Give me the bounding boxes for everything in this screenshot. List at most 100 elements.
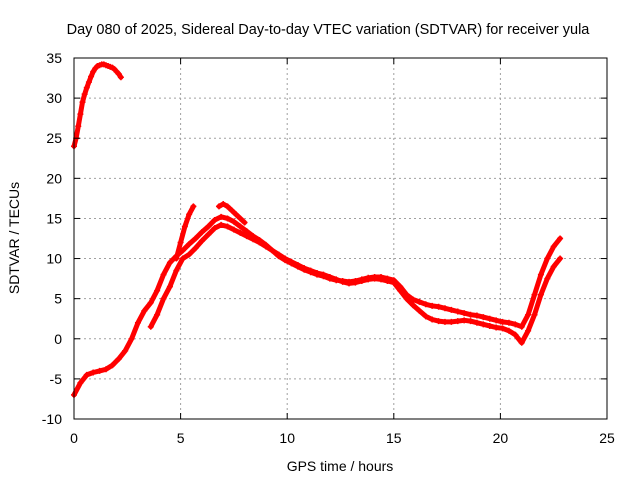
y-tick-label: 35 xyxy=(46,50,62,66)
data-series xyxy=(173,203,197,262)
data-point xyxy=(147,323,154,330)
data-point xyxy=(141,307,148,314)
data-point xyxy=(275,251,282,258)
data-point xyxy=(173,255,180,262)
x-tick-label: 20 xyxy=(493,430,509,446)
x-axis-label: GPS time / hours xyxy=(287,458,394,474)
data-point xyxy=(230,218,237,225)
data-point xyxy=(525,327,532,334)
y-tick-label: 25 xyxy=(46,130,62,146)
data-point xyxy=(397,287,404,294)
data-point xyxy=(211,225,218,232)
data-point xyxy=(288,258,295,265)
data-point xyxy=(358,278,365,285)
data-point xyxy=(224,223,231,230)
data-point xyxy=(177,239,184,246)
data-point xyxy=(147,299,154,306)
data-point xyxy=(512,321,519,328)
data-point xyxy=(154,287,161,294)
data-point xyxy=(250,236,257,243)
data-point xyxy=(441,305,448,312)
data-point xyxy=(186,241,193,248)
data-point xyxy=(473,319,480,326)
data-point xyxy=(224,203,231,210)
data-point xyxy=(294,261,301,268)
data-point xyxy=(326,274,333,281)
data-point xyxy=(85,79,92,86)
data-point xyxy=(88,73,95,80)
data-point xyxy=(557,235,564,242)
data-point xyxy=(211,217,218,224)
grid-lines xyxy=(74,58,607,419)
data-point xyxy=(96,367,103,374)
data-point xyxy=(205,223,212,230)
data-point xyxy=(448,306,455,313)
data-point xyxy=(102,366,109,373)
data-point xyxy=(441,318,448,325)
data-point xyxy=(269,247,276,254)
data-point xyxy=(384,278,391,285)
data-point xyxy=(352,279,359,286)
data-point xyxy=(435,318,442,325)
data-point xyxy=(480,321,487,328)
data-point xyxy=(505,327,512,334)
data-point xyxy=(179,255,186,262)
data-point xyxy=(205,231,212,238)
data-point xyxy=(90,369,97,376)
data-point xyxy=(416,298,423,305)
y-tick-label: -5 xyxy=(50,371,63,387)
y-tick-label: -10 xyxy=(42,411,62,427)
data-point xyxy=(128,335,135,342)
y-tick-label: 10 xyxy=(46,251,62,267)
data-point xyxy=(378,276,385,283)
data-point xyxy=(233,211,240,218)
data-point xyxy=(192,245,199,252)
data-point xyxy=(77,379,84,386)
data-point xyxy=(282,255,289,262)
data-point xyxy=(181,223,188,230)
data-point xyxy=(154,311,161,318)
data-series xyxy=(71,61,124,150)
data-point xyxy=(115,355,122,362)
data-point xyxy=(493,317,500,324)
data-point xyxy=(544,275,551,282)
data-point xyxy=(493,324,500,331)
data-point xyxy=(409,296,416,303)
data-point xyxy=(81,91,88,98)
data-point xyxy=(454,318,461,325)
data-point xyxy=(499,318,506,325)
y-axis-label: SDTVAR / TECUs xyxy=(6,182,22,294)
data-point xyxy=(550,263,557,270)
y-tick-label: 5 xyxy=(54,291,62,307)
y-tick-label: 30 xyxy=(46,90,62,106)
data-point xyxy=(218,221,225,228)
data-point xyxy=(537,291,544,298)
data-point xyxy=(480,314,487,321)
data-point xyxy=(243,233,250,240)
data-point xyxy=(192,235,199,242)
data-point xyxy=(77,111,84,118)
data-point xyxy=(166,259,173,266)
data-point xyxy=(262,243,269,250)
data-point xyxy=(339,278,346,285)
data-point xyxy=(90,68,97,75)
x-tick-label: 5 xyxy=(177,430,185,446)
data-point xyxy=(215,203,222,210)
data-point xyxy=(371,275,378,282)
data-point xyxy=(486,322,493,329)
data-point xyxy=(544,255,551,262)
data-point xyxy=(109,362,116,369)
data-point xyxy=(435,303,442,310)
data-point xyxy=(198,229,205,236)
data-point xyxy=(224,215,231,222)
data-point xyxy=(134,319,141,326)
data-point xyxy=(454,308,461,315)
data-point xyxy=(422,313,429,320)
data-point xyxy=(198,237,205,244)
y-tick-label: 0 xyxy=(54,331,62,347)
data-point xyxy=(237,215,244,222)
data-point xyxy=(467,318,474,325)
y-tick-label: 20 xyxy=(46,170,62,186)
data-point xyxy=(83,371,90,378)
data-point xyxy=(486,315,493,322)
